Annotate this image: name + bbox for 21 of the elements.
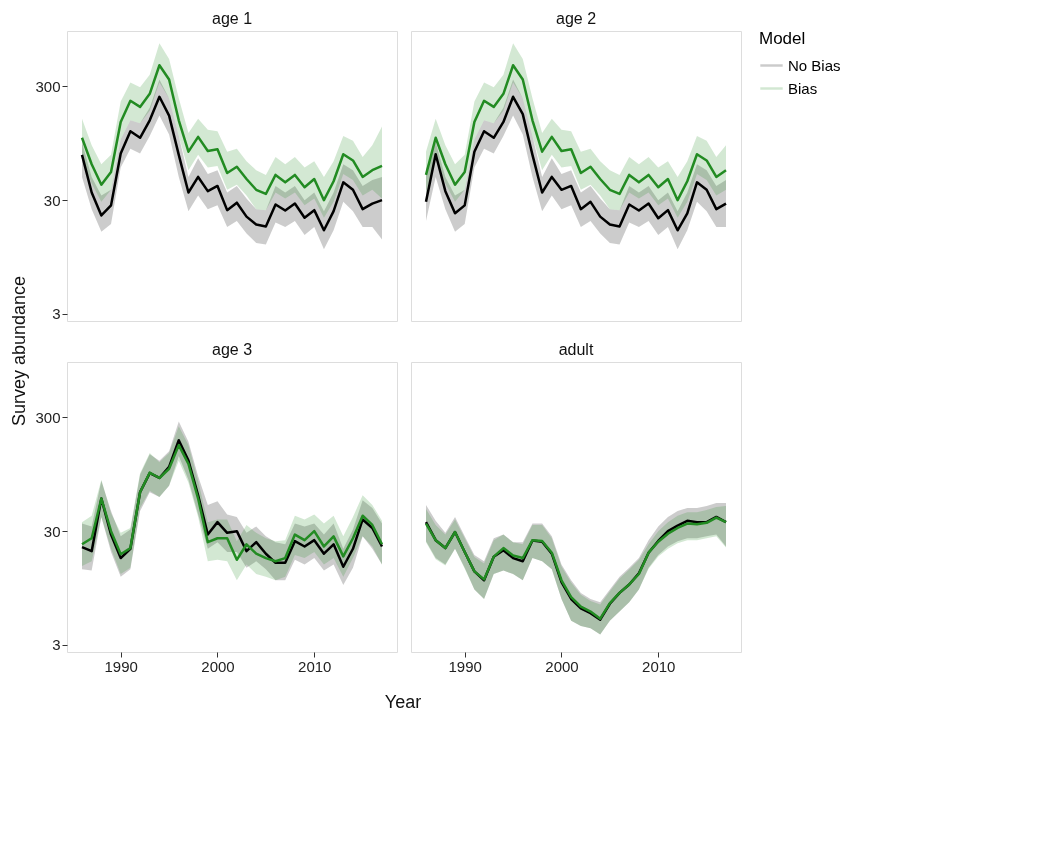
legend-label: No Bias [788, 56, 841, 74]
y-axis-title: Survey abundance [9, 275, 29, 427]
y-tick-label: 3 [52, 305, 61, 323]
y-tick-label: 300 [35, 408, 61, 426]
x-tick-label: 2000 [545, 657, 579, 675]
y-tick-label: 3 [52, 636, 61, 654]
y-tick-label: 30 [43, 522, 61, 540]
chart-title: age 2 [555, 10, 597, 27]
y-tick-label: 300 [35, 77, 61, 95]
chart-title: age 1 [211, 10, 253, 27]
x-tick-label: 1990 [104, 657, 138, 675]
x-axis-title: Year [384, 692, 422, 712]
x-tick-label: 1990 [448, 657, 482, 675]
y-tick-label: 30 [43, 191, 61, 209]
chart-title: adult [558, 341, 594, 358]
chart-title: age 3 [211, 341, 253, 358]
legend-label: Bias [788, 79, 818, 97]
legend-title: Model [759, 29, 806, 48]
x-tick-label: 2010 [642, 657, 676, 675]
x-tick-label: 2000 [201, 657, 235, 675]
x-tick-label: 2010 [298, 657, 332, 675]
